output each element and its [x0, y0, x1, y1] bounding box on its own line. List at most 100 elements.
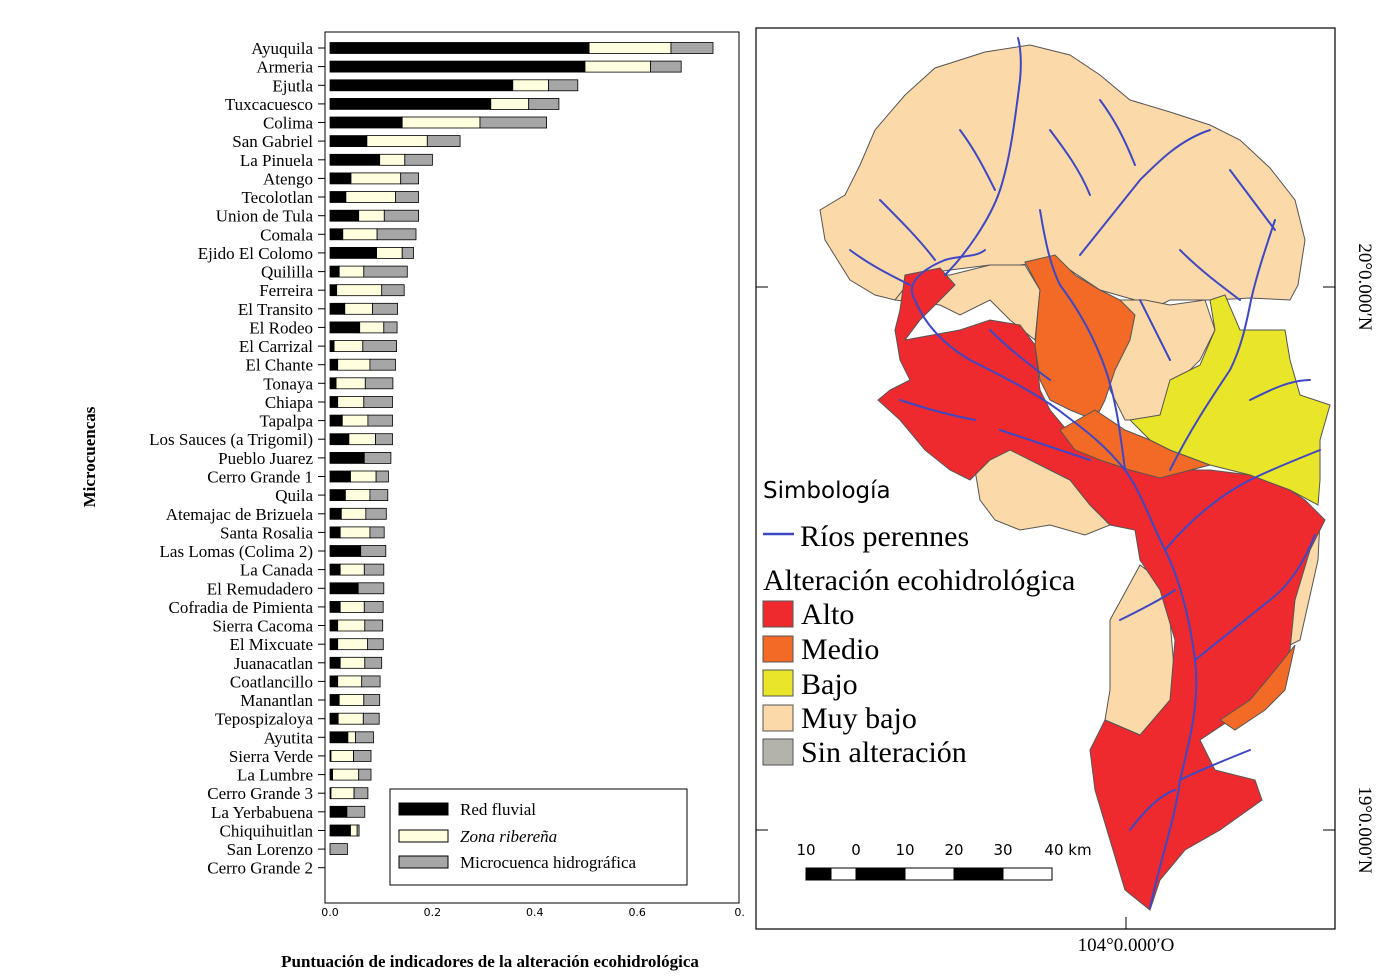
category-label-chiapa: Chiapa — [265, 393, 314, 412]
category-label-ejido-el-colomo: Ejido El Colomo — [198, 244, 313, 263]
bar-ayutita-microcuenca-hidrogr-fica — [355, 731, 374, 744]
bar-cerro-grande-1-microcuenca-hidrogr-fica — [375, 470, 389, 483]
category-label-cerro-grande-2: Cerro Grande 2 — [207, 859, 313, 878]
bar-comala-microcuenca-hidrogr-fica — [376, 228, 417, 241]
scale-seg-2 — [830, 867, 857, 881]
bar-coatlancillo-microcuenca-hidrogr-fica — [361, 675, 381, 688]
map-legend: Simbología Ríos perennes Alteración ecoh… — [762, 478, 1075, 769]
bar-el-rodeo-microcuenca-hidrogr-fica — [383, 321, 398, 334]
bar-colima-microcuenca-hidrogr-fica — [479, 116, 547, 129]
bar-ferreira-microcuenca-hidrogr-fica — [381, 284, 405, 297]
x-axis-ticks: 0.0 0.2 0.4 0.6 0. — [321, 906, 745, 919]
region-muy-bajo — [819, 44, 1306, 311]
scale-seg-6 — [1002, 867, 1053, 881]
alteration-legend-title: Alteración ecohidrológica — [763, 564, 1075, 597]
category-label-santa-rosalia: Santa Rosalia — [220, 523, 313, 542]
category-label-cofradia-de-pimienta: Cofradia de Pimienta — [169, 598, 314, 617]
bar-la-yerbabuena-microcuenca-hidrogr-fica — [346, 805, 366, 818]
scale-seg-3 — [855, 867, 906, 881]
scale-bar: 10 0 10 20 30 40 km — [796, 841, 1092, 881]
bar-la-pinuela-microcuenca-hidrogr-fica — [404, 153, 433, 166]
legend-label-zona-riberena: Zona ribereña — [460, 827, 557, 846]
scale-label-10b: 10 — [895, 841, 914, 859]
bar-quililla-microcuenca-hidrogr-fica — [363, 265, 408, 278]
bar-el-carrizal-microcuenca-hidrogr-fica — [362, 340, 397, 353]
bar-el-remudadero-microcuenca-hidrogr-fica — [357, 582, 385, 595]
bar-tuxcacuesco-microcuenca-hidrogr-fica — [528, 98, 560, 110]
category-label-tonaya: Tonaya — [263, 374, 313, 393]
category-label-los-sauces-a-trigomil: Los Sauces (a Trigomil) — [149, 430, 313, 449]
legend-label-muy-bajo: Muy bajo — [801, 702, 917, 735]
scale-seg-5 — [953, 867, 1004, 881]
category-label-tepospizaloya: Tepospizaloya — [215, 710, 313, 729]
category-label-la-pinuela: La Pinuela — [240, 151, 314, 170]
legend-label-medio: Medio — [801, 633, 879, 666]
x-tick-label-4: 0. — [734, 906, 745, 919]
category-label-el-mixcuate: El Mixcuate — [229, 635, 313, 654]
bar-ejutla-microcuenca-hidrogr-fica — [548, 79, 579, 92]
scale-label-10a: 10 — [796, 841, 815, 859]
category-label-ayuquila: Ayuquila — [251, 39, 313, 58]
x-tick-label-0: 0.0 — [321, 906, 339, 919]
bar-ejido-el-colomo-microcuenca-hidrogr-fica — [401, 246, 414, 259]
lat-label-19: 19°0.000′N — [1354, 786, 1375, 874]
legend-label-sin-alteracion: Sin alteración — [801, 736, 967, 769]
bar-san-gabriel-microcuenca-hidrogr-fica — [426, 135, 461, 148]
category-label-el-carrizal: El Carrizal — [239, 337, 313, 356]
bar-juanacatlan-microcuenca-hidrogr-fica — [364, 656, 383, 669]
stacked-bar-chart: AyuquilaArmeriaEjutlaTuxcacuescoColimaSa… — [80, 31, 745, 971]
bar-tapalpa-microcuenca-hidrogr-fica — [367, 414, 393, 427]
bar-pueblo-juarez-microcuenca-hidrogr-fica — [363, 451, 392, 464]
legend-swatch-muy-bajo — [762, 704, 794, 732]
legend-swatch-bajo — [762, 669, 794, 697]
category-labels: AyuquilaArmeriaEjutlaTuxcacuescoColimaSa… — [149, 39, 325, 878]
bar-el-chante-microcuenca-hidrogr-fica — [369, 358, 396, 371]
plot-frame — [324, 31, 740, 904]
region-alto — [877, 267, 1326, 911]
scale-label-0: 0 — [851, 841, 861, 859]
category-label-sierra-verde: Sierra Verde — [229, 747, 313, 766]
category-label-ayutita: Ayutita — [264, 728, 314, 747]
category-label-el-transito: El Transito — [238, 300, 313, 319]
category-label-san-gabriel: San Gabriel — [232, 132, 313, 151]
bar-la-lumbre-microcuenca-hidrogr-fica — [358, 768, 372, 781]
bar-cofradia-de-pimienta-microcuenca-hidrogr-fica — [363, 601, 384, 613]
legend-swatch-microcuenca — [398, 855, 449, 869]
bar-cerro-grande-3-microcuenca-hidrogr-fica — [353, 787, 369, 800]
category-label-el-rodeo: El Rodeo — [249, 318, 313, 337]
scale-label-40km: 40 km — [1044, 841, 1091, 859]
bar-el-transito-microcuenca-hidrogr-fica — [372, 302, 399, 315]
legend-swatch-sin-alteracion — [762, 738, 794, 766]
category-label-manantlan: Manantlan — [240, 691, 313, 710]
scale-label-30: 30 — [993, 841, 1012, 859]
category-label-la-yerbabuena: La Yerbabuena — [211, 803, 313, 822]
category-label-sierra-cacoma: Sierra Cacoma — [212, 617, 313, 636]
bar-quila-microcuenca-hidrogr-fica — [369, 489, 389, 502]
category-label-ferreira: Ferreira — [259, 281, 313, 300]
legend-swatch-alto — [762, 600, 794, 628]
scale-seg-1 — [805, 867, 832, 881]
bar-sierra-cacoma-microcuenca-hidrogr-fica — [364, 619, 384, 632]
x-axis-title: Puntuación de indicadores de la alteraci… — [281, 952, 699, 971]
bars-group — [329, 42, 714, 855]
map-legend-title: Simbología — [763, 478, 891, 504]
category-label-comala: Comala — [260, 225, 313, 244]
y-axis-title: Microcuencas — [80, 406, 99, 507]
category-label-tecolotlan: Tecolotlan — [241, 188, 313, 207]
category-label-cerro-grande-1: Cerro Grande 1 — [207, 468, 313, 487]
category-label-quila: Quila — [275, 486, 313, 505]
bar-tecolotlan-microcuenca-hidrogr-fica — [395, 191, 419, 203]
lat-label-20: 20°0.000′N — [1354, 243, 1375, 331]
category-label-tapalpa: Tapalpa — [259, 412, 313, 431]
region-medio-south — [1219, 644, 1296, 731]
bar-union-de-tula-microcuenca-hidrogr-fica — [383, 209, 419, 222]
bar-atengo-microcuenca-hidrogr-fica — [400, 172, 420, 185]
rivers-network — [849, 37, 1321, 909]
category-label-san-lorenzo: San Lorenzo — [227, 840, 313, 859]
category-label-ejutla: Ejutla — [272, 76, 313, 95]
category-label-la-canada: La Canada — [240, 561, 314, 580]
bar-chiapa-microcuenca-hidrogr-fica — [363, 396, 393, 408]
category-label-el-remudadero: El Remudadero — [207, 579, 313, 598]
bar-tepospizaloya-microcuenca-hidrogr-fica — [362, 712, 380, 725]
